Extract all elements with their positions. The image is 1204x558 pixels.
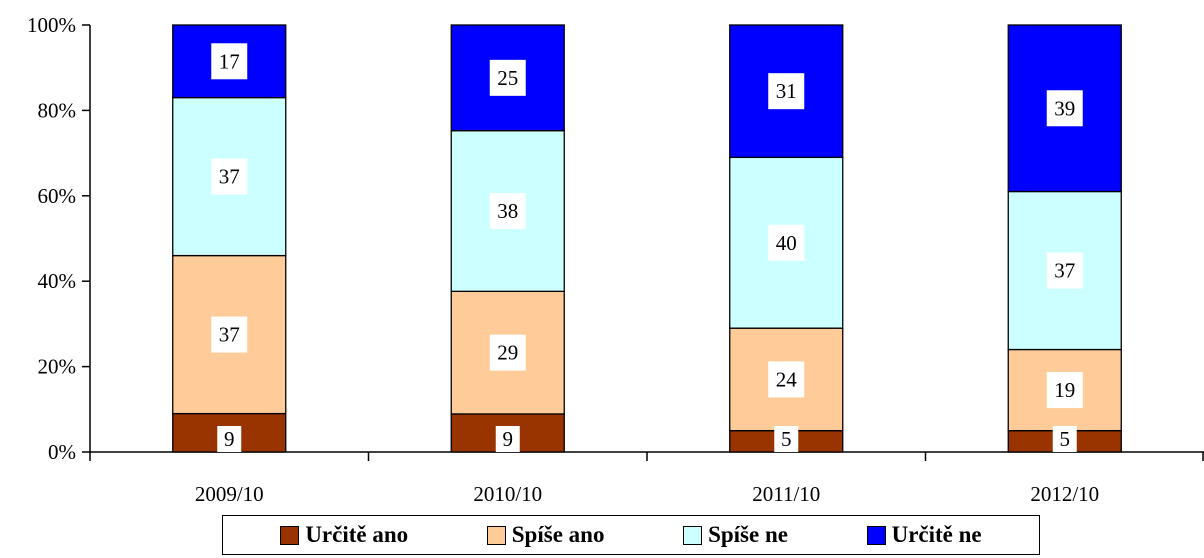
legend-swatch xyxy=(486,525,506,545)
y-tick-label: 60% xyxy=(38,184,77,208)
legend-item: Spíše ne xyxy=(683,522,788,548)
data-label: 38 xyxy=(497,199,518,223)
data-label-box xyxy=(1046,372,1083,409)
legend-swatch xyxy=(280,525,300,545)
data-labels: 9 37 37 17 9 29 38 25 5 24 40 31 5 19 37 39 xyxy=(211,43,1083,452)
legend-swatch xyxy=(866,525,886,545)
legend-label: Určitě ne xyxy=(891,522,982,547)
data-label: 5 xyxy=(1060,427,1071,451)
data-label: 9 xyxy=(503,427,514,451)
data-label-box xyxy=(217,426,242,452)
data-label-box xyxy=(489,334,526,371)
data-label: 40 xyxy=(776,231,797,255)
data-label-box xyxy=(768,361,805,398)
data-label: 37 xyxy=(1054,259,1075,283)
legend-label: Určitě ano xyxy=(305,522,409,547)
data-label-box xyxy=(768,224,805,261)
data-label-box xyxy=(211,316,248,353)
data-label: 5 xyxy=(781,427,792,451)
data-label-box xyxy=(1046,90,1083,127)
y-tick-label: 0% xyxy=(48,440,76,464)
data-label: 39 xyxy=(1054,96,1075,120)
legend: Určitě ano Spíše ano Spíše ne Určitě ne xyxy=(222,515,1040,555)
data-label: 37 xyxy=(219,165,240,189)
x-tick-label: 2012/10 xyxy=(1030,482,1099,506)
data-label-box xyxy=(489,193,526,230)
x-tick-label: 2011/10 xyxy=(752,482,820,506)
data-label-box xyxy=(768,73,805,110)
x-tick-label: 2010/10 xyxy=(473,482,542,506)
data-label-box xyxy=(211,158,248,195)
data-label: 17 xyxy=(219,49,240,73)
y-tick-label: 100% xyxy=(27,13,76,37)
legend-item: Určitě ano xyxy=(280,522,408,548)
legend-swatch xyxy=(683,525,703,545)
data-label: 29 xyxy=(497,341,518,365)
y-tick-label: 80% xyxy=(38,98,77,122)
bars xyxy=(172,24,1122,453)
legend-item: Spíše ano xyxy=(486,522,605,548)
data-label-box xyxy=(211,43,248,80)
legend-item: Určitě ne xyxy=(866,522,982,548)
x-tick-label: 2009/10 xyxy=(195,482,264,506)
data-label-box xyxy=(774,426,799,452)
y-tick-label: 40% xyxy=(38,269,77,293)
data-label: 31 xyxy=(776,79,797,103)
y-axis: 0% 20% 40% 60% 80% 100% xyxy=(27,13,91,464)
data-label: 37 xyxy=(219,323,240,347)
y-tick-label: 20% xyxy=(38,355,77,379)
legend-label: Spíše ano xyxy=(511,522,605,547)
data-label: 9 xyxy=(224,427,235,451)
data-label: 19 xyxy=(1054,378,1075,402)
x-axis: 2009/10 2010/10 2011/10 2012/10 xyxy=(89,451,1204,506)
data-label: 25 xyxy=(497,66,518,90)
data-label-box xyxy=(1046,252,1083,289)
data-label-box xyxy=(1052,426,1077,452)
legend-label: Spíše ne xyxy=(708,522,788,547)
data-label-box xyxy=(489,59,526,96)
data-label-box xyxy=(495,426,520,452)
data-label: 24 xyxy=(776,367,798,391)
